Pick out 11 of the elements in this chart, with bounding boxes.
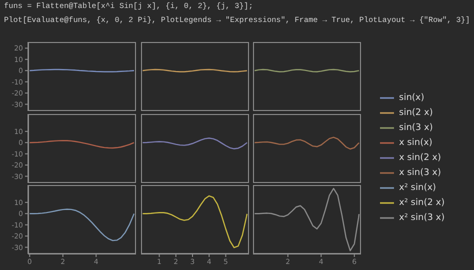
legend-label: x² sin(3 x) bbox=[399, 212, 445, 222]
legend-label: sin(x) bbox=[399, 92, 424, 102]
legend-label: x sin(x) bbox=[399, 138, 432, 148]
line-series bbox=[29, 208, 135, 242]
legend-label: x² sin(2 x) bbox=[399, 198, 445, 208]
text: x² sin(x) bbox=[399, 182, 436, 192]
legend-label: sin(2 x) bbox=[399, 108, 433, 118]
legend-label: sin(3 x) bbox=[399, 122, 433, 132]
text: x sin(3 x) bbox=[399, 168, 442, 178]
line-series bbox=[29, 140, 135, 149]
legend-label: x sin(2 x) bbox=[399, 152, 442, 162]
